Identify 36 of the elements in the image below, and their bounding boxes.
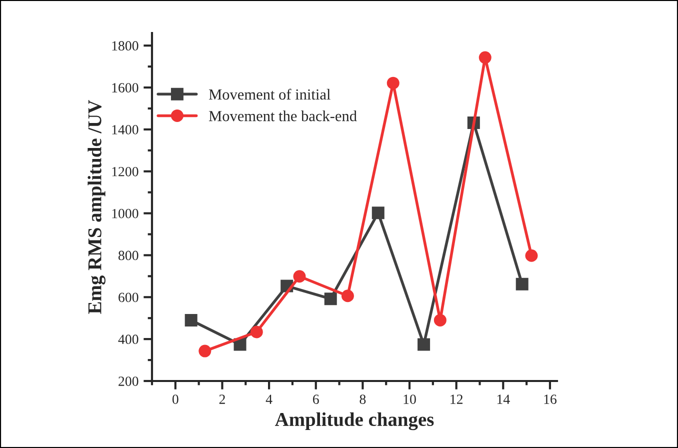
point [478, 51, 492, 64]
point [386, 76, 400, 90]
y-tick-label: 1200 [112, 166, 138, 176]
point [250, 326, 263, 338]
y-tick-label: 1600 [112, 83, 138, 92]
point [434, 314, 446, 326]
x-tick-label: 14 [497, 394, 510, 404]
point [184, 314, 198, 326]
x-tick-label: 0 [172, 394, 178, 404]
y-tick-label: 800 [118, 250, 138, 260]
y-tick-label: 1400 [112, 125, 138, 134]
point [341, 290, 354, 302]
point [198, 344, 212, 358]
point [324, 292, 337, 306]
y-tick-label: 1800 [112, 41, 138, 51]
y-tick-label: 400 [118, 334, 138, 344]
y-tick-label: 1000 [112, 208, 138, 218]
y-tick-label: 600 [118, 292, 138, 302]
x-tick-label: 2 [219, 394, 225, 404]
point [516, 278, 528, 290]
x-tick-label: 6 [312, 394, 319, 404]
y-axis-title: Emg RMS amplitude /UV [88, 100, 106, 314]
point [418, 338, 430, 351]
point [525, 249, 538, 262]
x-tick-label: 16 [544, 394, 557, 404]
x-tick-label: 4 [266, 394, 272, 404]
y-tick-label: 200 [118, 376, 138, 386]
x-tick-label: 12 [450, 394, 463, 404]
legend-label: Movement the back-end [208, 110, 357, 122]
point [293, 270, 306, 283]
point [234, 338, 246, 351]
x-tick-label: 10 [404, 394, 416, 404]
x-axis-title: Amplitude changes [275, 412, 434, 430]
x-tick-label: 8 [360, 394, 366, 404]
point [372, 206, 384, 220]
legend-label: Movement of initial [208, 88, 330, 100]
